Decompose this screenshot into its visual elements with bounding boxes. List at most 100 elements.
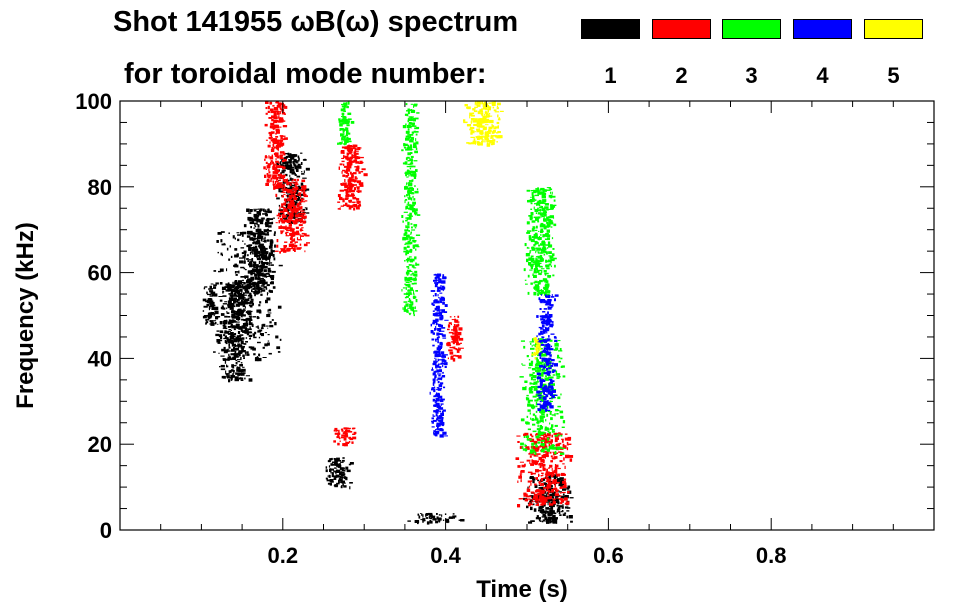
mode-2-pixel	[275, 158, 277, 161]
mode-2-pixel	[270, 160, 273, 162]
mode-2-pixel	[286, 229, 289, 232]
mode-3-pixel	[558, 446, 562, 449]
mode-4-pixel	[547, 300, 551, 304]
mode-2-pixel	[280, 210, 285, 213]
mode-3-pixel	[532, 383, 536, 385]
mode-1-pixel	[551, 504, 555, 508]
mode-2-pixel	[452, 332, 455, 335]
mode-2-pixel	[453, 346, 456, 348]
mode-1-pixel	[210, 291, 213, 295]
mode-1-pixel	[234, 263, 237, 267]
mode-2-pixel	[448, 349, 453, 352]
mode-1-pixel	[246, 311, 250, 315]
mode-1-pixel	[555, 517, 558, 520]
mode-2-pixel	[561, 439, 564, 443]
mode-3-pixel	[414, 256, 417, 260]
mode-4-pixel	[436, 410, 439, 414]
mode-3-pixel	[410, 163, 412, 165]
mode-3-pixel	[554, 264, 556, 268]
mode-3-pixel	[538, 283, 541, 285]
mode-4-pixel	[547, 359, 551, 362]
mode-1-pixel	[253, 262, 257, 265]
mode-1-pixel	[261, 324, 264, 328]
mode-2-pixel	[533, 454, 537, 457]
mode-2-pixel	[341, 157, 345, 159]
mode-1-pixel	[216, 339, 221, 343]
mode-1-pixel	[265, 209, 267, 211]
mode-3-pixel	[408, 116, 412, 118]
mode-2-pixel	[544, 434, 547, 437]
mode-1-pixel	[215, 333, 220, 337]
mode-3-pixel	[532, 395, 537, 398]
mode-2-pixel	[532, 460, 537, 462]
mode-2-pixel	[453, 324, 456, 327]
mode-1-pixel	[215, 282, 219, 285]
mode-4-pixel	[435, 318, 439, 322]
mode-2-pixel	[517, 504, 521, 508]
mode-4-pixel	[437, 275, 441, 277]
mode-3-pixel	[402, 162, 406, 165]
mode-2-pixel	[284, 227, 288, 230]
mode-2-pixel	[284, 178, 288, 181]
mode-3-pixel	[410, 161, 413, 163]
mode-2-pixel	[303, 193, 307, 197]
mode-3-pixel	[528, 362, 533, 367]
mode-3-pixel	[526, 258, 529, 263]
mode-1-pixel	[245, 341, 248, 343]
mode-2-pixel	[279, 157, 284, 159]
mode-3-pixel	[407, 267, 410, 269]
mode-3-pixel	[523, 268, 526, 272]
mode-2-pixel	[276, 214, 281, 217]
mode-4-pixel	[435, 398, 438, 401]
mode-3-pixel	[540, 398, 542, 402]
mode-3-pixel	[403, 293, 408, 295]
mode-2-pixel	[296, 194, 301, 196]
mode-1-pixel	[222, 358, 226, 360]
mode-3-pixel	[536, 359, 539, 363]
mode-1-pixel	[258, 291, 263, 293]
mode-2-pixel	[344, 434, 349, 438]
mode-1-pixel	[260, 253, 262, 256]
mode-1-pixel	[230, 369, 235, 372]
mode-2-pixel	[277, 140, 280, 143]
mode-2-pixel	[279, 177, 282, 179]
mode-2-pixel	[290, 230, 292, 232]
mode-2-pixel	[550, 474, 554, 478]
mode-2-pixel	[281, 249, 282, 252]
mode-3-pixel	[411, 273, 414, 275]
mode-4-pixel	[547, 372, 551, 376]
mode-1-pixel	[559, 477, 564, 480]
mode-5-pixel	[497, 102, 501, 106]
mode-5-pixel	[494, 135, 498, 138]
mode-2-pixel	[345, 441, 350, 444]
mode-4-pixel	[540, 321, 542, 324]
mode-2-pixel	[266, 178, 270, 181]
mode-3-pixel	[415, 138, 417, 142]
mode-4-pixel	[432, 362, 437, 366]
mode-1-pixel	[325, 469, 328, 473]
mode-1-pixel	[545, 510, 547, 512]
mode-1-pixel	[249, 292, 252, 295]
mode-2-pixel	[265, 139, 268, 141]
mode-3-pixel	[346, 137, 351, 141]
mode-2-pixel	[548, 440, 553, 443]
mode-1-pixel	[226, 377, 232, 379]
mode-2-pixel	[544, 457, 546, 459]
mode-3-pixel	[531, 263, 535, 265]
mode-3-pixel	[409, 134, 414, 136]
mode-2-pixel	[354, 166, 358, 168]
mode-3-pixel	[411, 146, 413, 149]
mode-3-pixel	[413, 175, 417, 179]
mode-1-pixel	[277, 305, 282, 309]
mode-1-pixel	[285, 187, 290, 190]
mode-1-pixel	[222, 358, 227, 361]
mode-3-pixel	[345, 139, 349, 143]
mode-2-pixel	[281, 104, 286, 108]
mode-1-pixel	[550, 494, 554, 498]
mode-1-pixel	[271, 270, 276, 273]
mode-4-pixel	[438, 297, 440, 299]
mode-3-pixel	[545, 377, 548, 381]
mode-3-pixel	[413, 143, 417, 147]
mode-2-pixel	[287, 211, 290, 215]
mode-1-pixel	[256, 275, 261, 277]
